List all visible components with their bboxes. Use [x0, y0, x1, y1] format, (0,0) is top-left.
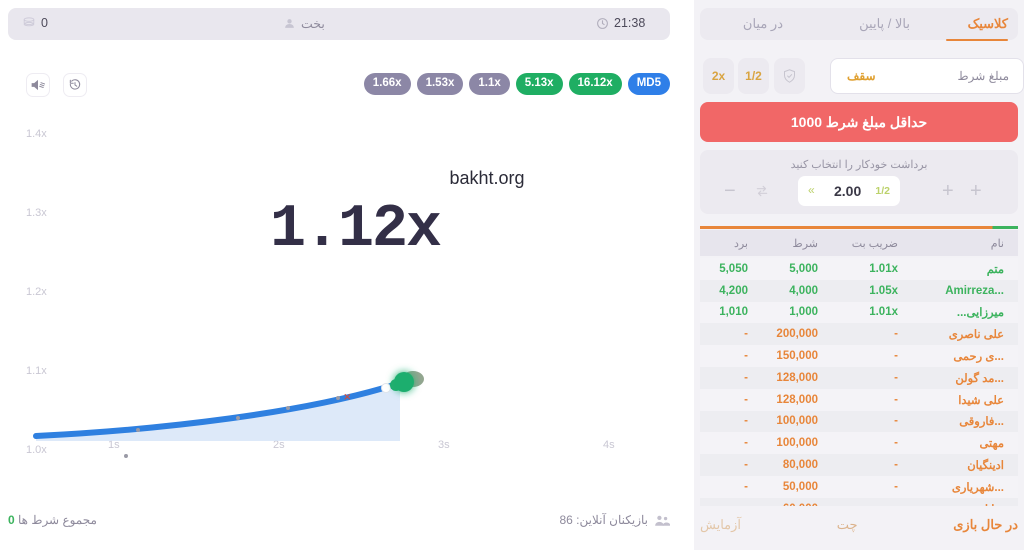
svg-text:✕: ✕ — [343, 392, 351, 402]
